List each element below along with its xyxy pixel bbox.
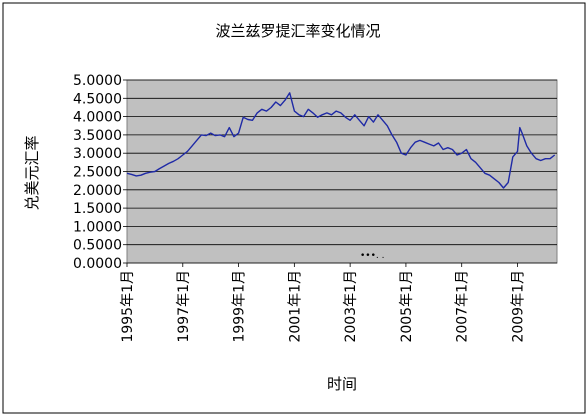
x-axis-label: 时间 [327, 375, 357, 393]
x-tick-label: 2009年1月 [510, 270, 526, 343]
x-tick-label: 2001年1月 [287, 270, 303, 343]
y-tick-label: 5.0000 [73, 73, 122, 89]
y-tick-label: 2.0000 [73, 183, 122, 199]
grid-lines [127, 79, 557, 264]
exchange-rate-line [126, 92, 556, 189]
chart-annotation: •••. . [360, 251, 385, 261]
y-tick-label: 1.0000 [73, 219, 122, 235]
y-tick-label: 4.5000 [73, 91, 122, 107]
chart-title: 波兰兹罗提汇率变化情况 [215, 22, 380, 40]
y-tick-label: 3.5000 [73, 128, 122, 144]
x-tick-label: 1997年1月 [176, 270, 192, 343]
x-tick-label: 2005年1月 [399, 270, 415, 343]
y-tick-label: 3.0000 [73, 146, 122, 162]
x-axis: 1995年1月 1997年1月 1999年1月 2001年1月 2003年1月 2005年… [120, 263, 526, 343]
y-tick-label: 2.5000 [73, 165, 122, 181]
y-axis: 0.0000 0.5000 1.0000 1.5000 2.0000 2.5000 3.00… [73, 73, 127, 272]
y-tick-label: 4.0000 [73, 110, 122, 126]
y-axis-label: 兑美元汇率 [23, 135, 41, 210]
x-tick-label: 1999年1月 [232, 270, 248, 343]
x-tick-label: 1995年1月 [120, 270, 136, 343]
y-tick-label: 0.0000 [73, 256, 122, 272]
x-tick-label: 2003年1月 [343, 270, 359, 343]
y-tick-label: 0.5000 [73, 238, 122, 254]
x-tick-label: 2007年1月 [455, 270, 471, 343]
y-tick-label: 1.5000 [73, 201, 122, 217]
